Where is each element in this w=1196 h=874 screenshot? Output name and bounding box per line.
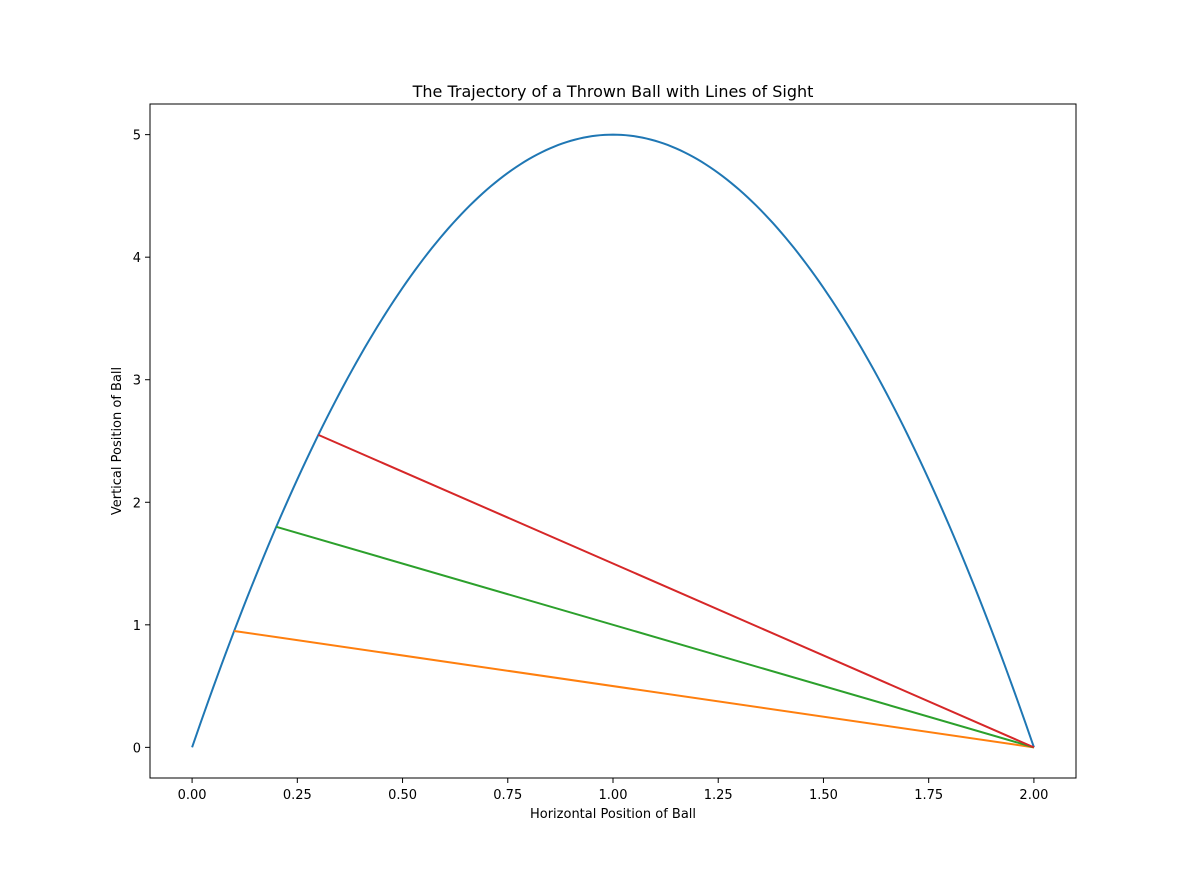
x-tick-label: 1.50 [809,788,838,803]
x-tick-label: 2.00 [1019,788,1048,803]
y-tick-label: 2 [133,496,141,511]
y-axis-label: Vertical Position of Ball [110,367,125,515]
chart-title: The Trajectory of a Thrown Ball with Lin… [412,82,814,101]
line-of-sight-1 [234,629,1035,749]
line-of-sight-3 [317,433,1035,749]
y-axis: 0 1 2 3 4 5 [133,129,150,756]
x-tick-label: 1.00 [599,788,628,803]
x-tick-label: 0.75 [493,788,522,803]
x-tick-label: 0.25 [283,788,312,803]
x-tick-label: 0.50 [388,788,417,803]
x-tick-label: 0.00 [178,788,207,803]
trajectory-curve [191,133,1035,748]
y-tick-label: 5 [133,129,141,144]
y-tick-label: 4 [133,251,141,266]
x-axis-label: Horizontal Position of Ball [530,807,696,822]
y-tick-label: 0 [133,741,141,756]
x-tick-label: 1.25 [704,788,733,803]
y-tick-label: 3 [133,374,141,389]
x-axis: 0.00 0.25 0.50 0.75 1.00 1.25 1.50 1.75 2.00 [178,778,1048,803]
plot-frame [149,103,1077,779]
y-tick-label: 1 [133,619,141,634]
plot-lines [191,133,1035,749]
line-of-sight-2 [275,525,1035,749]
x-tick-label: 1.75 [914,788,943,803]
